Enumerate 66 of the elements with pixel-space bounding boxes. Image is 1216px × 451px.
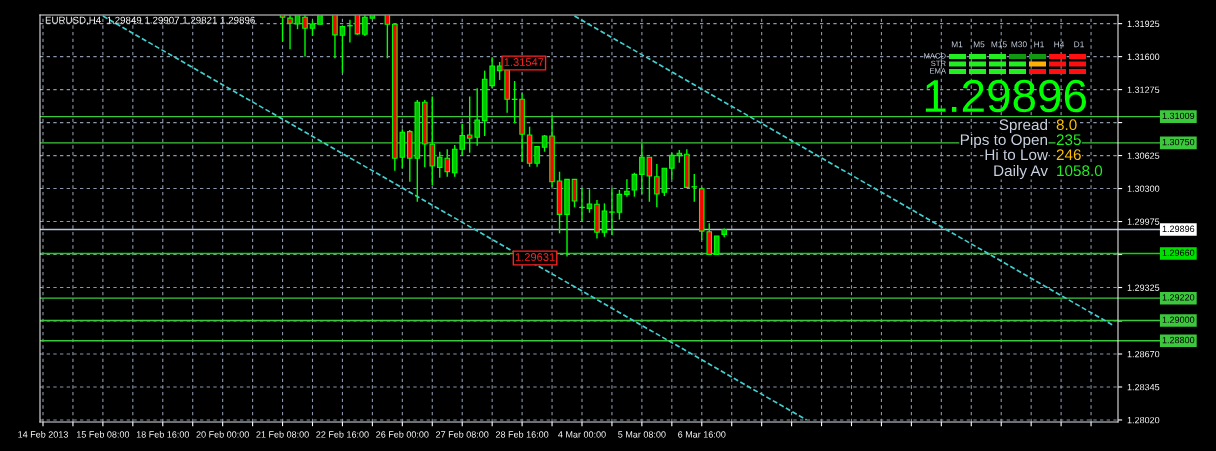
x-tick-label: 5 Mar 08:00 bbox=[618, 431, 666, 438]
annotation: 246 bbox=[1056, 149, 1081, 161]
x-tick-label: 14 Feb 2013 bbox=[18, 431, 68, 438]
candlestick bbox=[339, 25, 346, 74]
y-tick-label: 1.29975 bbox=[1127, 218, 1160, 225]
candlestick bbox=[601, 202, 608, 238]
candlestick bbox=[713, 235, 720, 256]
ref-line-label: 1.29896 bbox=[1162, 225, 1195, 232]
candlestick bbox=[624, 178, 630, 198]
y-tick-label: 1.30625 bbox=[1127, 152, 1160, 159]
candlestick bbox=[616, 189, 623, 221]
y-tick-label: 1.28345 bbox=[1127, 383, 1160, 391]
annotation: Pips to Open bbox=[960, 133, 1048, 149]
y-tick-label: 1.31925 bbox=[1127, 20, 1160, 27]
candlestick bbox=[534, 145, 540, 168]
ref-line-label: 1.29220 bbox=[1162, 294, 1195, 301]
annotation: 8.0 bbox=[1056, 119, 1077, 131]
ref-line-label: 1.29660 bbox=[1162, 249, 1195, 256]
ref-line-label: 1.31009 bbox=[1162, 112, 1195, 120]
candlestick bbox=[609, 187, 615, 236]
candlestick bbox=[579, 187, 585, 222]
candlestick bbox=[302, 15, 308, 58]
annotation: M15 bbox=[991, 41, 1007, 48]
x-tick-label: 28 Feb 16:00 bbox=[495, 431, 549, 438]
annotation: 1.31547 bbox=[504, 58, 544, 66]
x-tick-label: 4 Mar 00:00 bbox=[558, 431, 606, 438]
annotation: 1.29896 bbox=[925, 79, 1086, 113]
annotation: Daily Av bbox=[994, 164, 1048, 180]
ref-line-label: 1.28800 bbox=[1162, 336, 1195, 344]
x-tick-label: 26 Feb 00:00 bbox=[376, 431, 429, 438]
candlestick bbox=[354, 15, 361, 36]
x-tick-label: 22 Feb 16:00 bbox=[316, 431, 369, 438]
y-tick-label: 1.28020 bbox=[1127, 416, 1160, 424]
candlestick bbox=[571, 178, 578, 209]
annotation: 1058.0 bbox=[1057, 165, 1103, 177]
candlestick bbox=[279, 15, 286, 43]
candlestick bbox=[631, 172, 638, 198]
annotation: M30 bbox=[1011, 41, 1027, 48]
y-tick-label: 1.29325 bbox=[1127, 284, 1160, 291]
candlestick bbox=[586, 188, 593, 214]
x-tick-label: 27 Feb 08:00 bbox=[436, 431, 489, 438]
annotation: Hi to Low bbox=[985, 148, 1049, 161]
x-tick-label: 20 Feb 00:00 bbox=[196, 431, 249, 438]
ref-line-label: 1.29000 bbox=[1162, 316, 1195, 323]
annotation: 235 bbox=[1056, 134, 1081, 146]
candlestick bbox=[287, 15, 293, 50]
ref-line-label: 1.30750 bbox=[1162, 138, 1195, 146]
annotation: M1 bbox=[951, 41, 963, 48]
y-tick-label: 1.28670 bbox=[1127, 350, 1160, 358]
y-tick-label: 1.31275 bbox=[1127, 86, 1160, 93]
y-tick-label: 1.30300 bbox=[1127, 185, 1160, 192]
annotation: 1.29631 bbox=[515, 253, 555, 261]
annotation: Spread bbox=[999, 118, 1048, 134]
candlestick bbox=[332, 15, 338, 59]
x-tick-label: 21 Feb 08:00 bbox=[256, 431, 309, 438]
annotation: D1 bbox=[1074, 41, 1084, 48]
candlestick bbox=[384, 15, 391, 59]
chart-title: EURUSD,H4 1.29849 1.29907 1.29821 1.29896 bbox=[45, 16, 255, 25]
y-tick-label: 1.31600 bbox=[1127, 53, 1160, 60]
x-tick-label: 18 Feb 16:00 bbox=[136, 431, 190, 438]
annotation: H4 bbox=[1054, 41, 1065, 48]
x-tick-label: 15 Feb 08:00 bbox=[76, 431, 130, 438]
candlestick bbox=[347, 19, 353, 44]
annotation: M5 bbox=[973, 41, 985, 48]
x-tick-label: 6 Mar 16:00 bbox=[678, 431, 726, 438]
annotation: H1 bbox=[1034, 41, 1044, 48]
